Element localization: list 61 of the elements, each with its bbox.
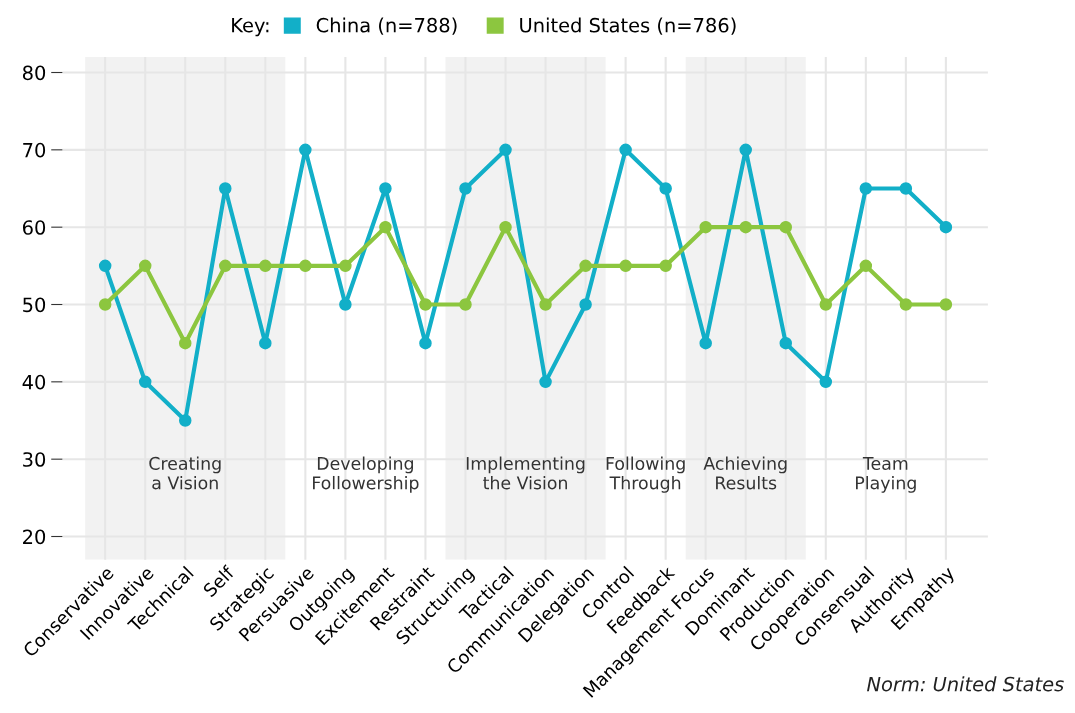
point — [299, 143, 312, 157]
point — [939, 220, 953, 234]
point — [419, 298, 432, 311]
point — [259, 336, 272, 350]
point — [259, 259, 272, 273]
point — [459, 298, 472, 311]
point — [499, 143, 512, 157]
point — [499, 220, 512, 234]
band-label: Implementing the Vision — [466, 456, 585, 490]
band-label: Achieving Results — [703, 456, 787, 490]
point — [699, 336, 712, 350]
y-tick-label: 40 — [22, 374, 46, 390]
point — [939, 298, 953, 311]
point — [899, 298, 913, 311]
y-tick-label: 20 — [23, 529, 46, 545]
y-tick-label: 30 — [23, 452, 46, 467]
legend-label: United States (n=786) — [520, 17, 736, 35]
point — [379, 220, 392, 234]
point — [819, 375, 833, 389]
point — [899, 182, 913, 195]
y-tick-label: 50 — [23, 297, 46, 313]
point — [739, 143, 752, 157]
y-tick-label: 60 — [22, 220, 46, 235]
point — [779, 336, 793, 350]
point — [219, 182, 232, 195]
point — [859, 182, 873, 195]
point — [779, 220, 793, 234]
point — [419, 336, 432, 350]
point — [179, 336, 192, 350]
point — [138, 259, 152, 273]
point — [739, 220, 752, 234]
point — [379, 182, 392, 195]
point — [459, 182, 472, 195]
point — [659, 259, 672, 273]
point — [339, 259, 352, 273]
point — [659, 182, 672, 195]
point — [539, 375, 552, 389]
point — [299, 259, 312, 273]
point — [179, 414, 192, 427]
annotation: Team Playing — [856, 457, 916, 493]
point — [98, 259, 112, 273]
point — [579, 259, 592, 273]
legend-title: Key: — [232, 18, 269, 37]
point — [579, 298, 592, 311]
y-tick-label: 80 — [22, 65, 46, 81]
point — [619, 259, 632, 273]
point — [699, 220, 712, 234]
point — [819, 298, 833, 311]
annotation: Developing Followership — [313, 456, 419, 493]
point — [539, 298, 552, 311]
legend-label: China (n=788) — [316, 17, 457, 35]
point — [339, 298, 352, 311]
y-tick-label: 70 — [23, 142, 46, 158]
point — [219, 259, 232, 273]
band-label: Creating a Vision — [149, 456, 221, 490]
point — [859, 259, 873, 273]
annotation: Following Through — [606, 456, 685, 493]
point — [98, 298, 112, 311]
text: Norm: United States — [867, 676, 1064, 692]
point — [138, 375, 152, 389]
point — [619, 143, 632, 157]
